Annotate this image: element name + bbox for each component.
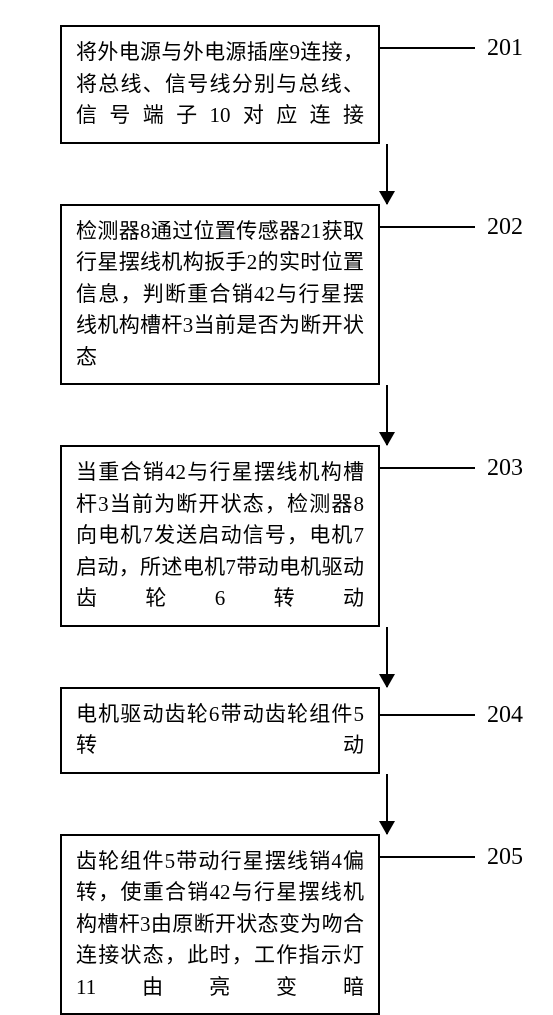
step-label: 201: [487, 35, 523, 62]
connector-arrow: [386, 385, 388, 445]
step-box: 齿轮组件5带动行星摆线销4偏转，使重合销42与行星摆线机构槽杆3由原断开状态变为…: [60, 834, 380, 1015]
step-box: 检测器8通过位置传感器21获取行星摆线机构扳手2的实时位置信息，判断重合销42与…: [60, 204, 380, 386]
step-box: 电机驱动齿轮6带动齿轮组件5转动: [60, 687, 380, 774]
step-row: 当重合销42与行星摆线机构槽杆3当前为断开状态，检测器8向电机7发送启动信号，电…: [0, 445, 553, 627]
connector-arrow: [386, 144, 388, 204]
label-tick: [380, 226, 475, 228]
step-row: 齿轮组件5带动行星摆线销4偏转，使重合销42与行星摆线机构槽杆3由原断开状态变为…: [0, 834, 553, 1015]
arrow-head-icon: [379, 432, 395, 446]
flowchart-container: 将外电源与外电源插座9连接，将总线、信号线分别与总线、信号端子10对应连接 201…: [0, 0, 553, 1015]
step-row: 检测器8通过位置传感器21获取行星摆线机构扳手2的实时位置信息，判断重合销42与…: [0, 204, 553, 386]
step-label: 205: [487, 844, 523, 871]
step-label: 202: [487, 214, 523, 241]
arrow-head-icon: [379, 674, 395, 688]
step-row: 将外电源与外电源插座9连接，将总线、信号线分别与总线、信号端子10对应连接 201: [0, 25, 553, 144]
connector-arrow: [386, 774, 388, 834]
label-tick: [380, 856, 475, 858]
step-label: 204: [487, 702, 523, 729]
connector-arrow: [386, 627, 388, 687]
label-tick: [380, 467, 475, 469]
step-row: 电机驱动齿轮6带动齿轮组件5转动 204: [0, 687, 553, 774]
label-tick: [380, 714, 475, 716]
step-box: 将外电源与外电源插座9连接，将总线、信号线分别与总线、信号端子10对应连接: [60, 25, 380, 144]
label-tick: [380, 47, 475, 49]
arrow-head-icon: [379, 191, 395, 205]
step-label: 203: [487, 455, 523, 482]
step-box: 当重合销42与行星摆线机构槽杆3当前为断开状态，检测器8向电机7发送启动信号，电…: [60, 445, 380, 627]
arrow-head-icon: [379, 821, 395, 835]
